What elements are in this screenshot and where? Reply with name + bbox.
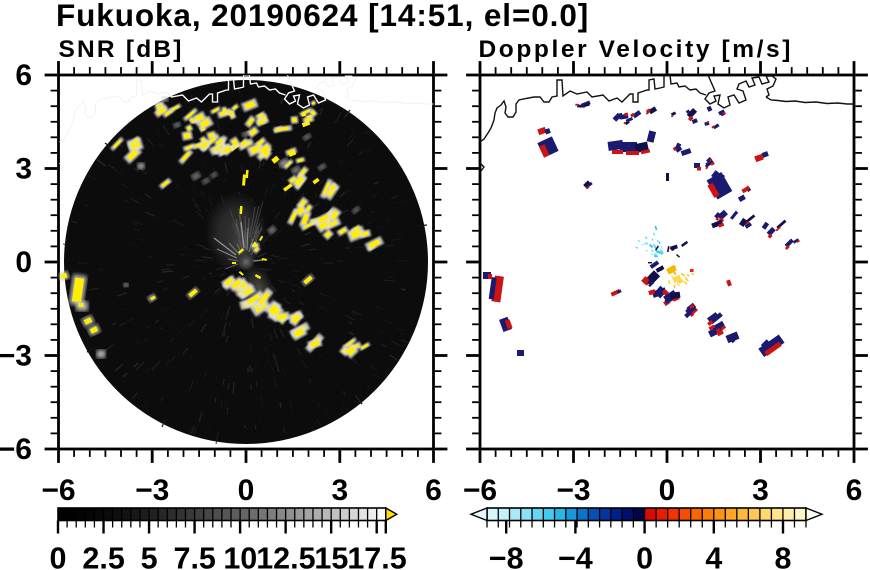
svg-text:10: 10 bbox=[223, 542, 257, 570]
svg-text:15: 15 bbox=[314, 542, 348, 570]
svg-text:8: 8 bbox=[775, 542, 792, 570]
svg-text:0: 0 bbox=[636, 542, 653, 570]
svg-text:17.5: 17.5 bbox=[347, 542, 406, 570]
svg-text:6: 6 bbox=[425, 474, 442, 507]
svg-text:3: 3 bbox=[752, 474, 769, 507]
svg-text:SNR [dB]: SNR [dB] bbox=[59, 36, 184, 63]
svg-text:−4: −4 bbox=[558, 542, 593, 570]
svg-text:−6: −6 bbox=[0, 433, 32, 466]
svg-text:−3: −3 bbox=[0, 339, 32, 372]
svg-text:0: 0 bbox=[238, 474, 255, 507]
svg-text:0: 0 bbox=[15, 246, 32, 279]
svg-text:12.5: 12.5 bbox=[256, 542, 315, 570]
svg-text:3: 3 bbox=[15, 152, 32, 185]
svg-text:7.5: 7.5 bbox=[173, 542, 215, 570]
svg-text:0: 0 bbox=[659, 474, 676, 507]
svg-text:2.5: 2.5 bbox=[82, 542, 124, 570]
svg-text:−6: −6 bbox=[41, 474, 75, 507]
svg-text:Fukuoka, 20190624 [14:51, el=0: Fukuoka, 20190624 [14:51, el=0.0] bbox=[56, 0, 589, 33]
svg-text:3: 3 bbox=[331, 474, 348, 507]
svg-text:6: 6 bbox=[846, 474, 863, 507]
svg-text:Doppler Velocity [m/s]: Doppler Velocity [m/s] bbox=[479, 36, 794, 63]
svg-text:−3: −3 bbox=[135, 474, 169, 507]
svg-text:−8: −8 bbox=[489, 542, 524, 570]
svg-text:0: 0 bbox=[50, 542, 67, 570]
svg-text:−3: −3 bbox=[556, 474, 590, 507]
svg-text:5: 5 bbox=[141, 542, 158, 570]
svg-text:4: 4 bbox=[705, 542, 722, 570]
svg-text:−6: −6 bbox=[463, 474, 497, 507]
svg-text:6: 6 bbox=[15, 59, 32, 92]
